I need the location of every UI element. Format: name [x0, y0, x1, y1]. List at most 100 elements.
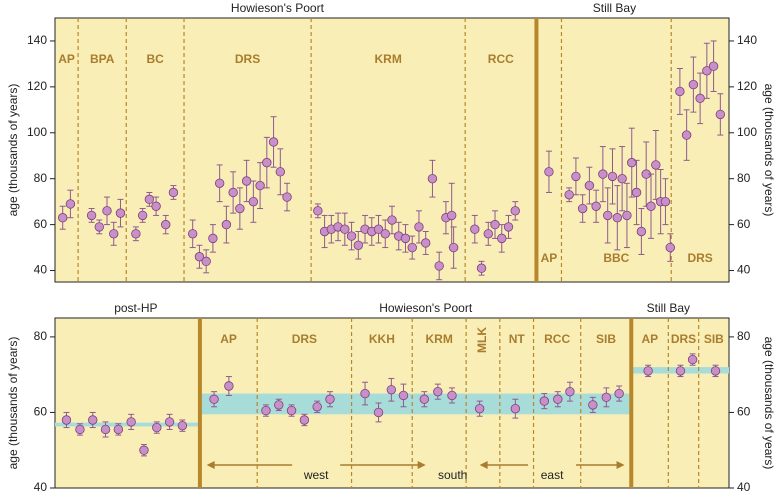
data-point: [407, 242, 417, 253]
top-ytick-label-left: 60: [34, 217, 48, 231]
data-point: [144, 194, 155, 205]
top-site-label-drs: DRS: [687, 251, 712, 265]
top-site-label-ap: AP: [541, 251, 558, 265]
bottom-site-label-drs: DRS: [671, 332, 696, 346]
data-point: [299, 415, 310, 425]
data-point: [100, 424, 111, 435]
data-point: [387, 215, 397, 225]
data-point: [353, 240, 364, 250]
data-point: [151, 201, 161, 211]
data-point: [115, 208, 126, 218]
bottom-site-label-kkh: KKH: [369, 332, 395, 346]
top-site-label-rcc: RCC: [488, 52, 514, 66]
data-point: [421, 238, 431, 248]
data-point: [476, 263, 487, 273]
data-point: [510, 206, 520, 216]
data-point: [168, 187, 179, 198]
data-point: [503, 222, 514, 232]
top-ytick-label-right: 40: [737, 263, 751, 277]
data-point: [588, 400, 598, 410]
data-point: [275, 167, 286, 177]
data-point: [164, 417, 175, 427]
data-point: [571, 171, 581, 182]
top-site-label-ap: AP: [58, 52, 75, 66]
bottom-site-label-ap: AP: [641, 332, 658, 346]
data-point: [380, 229, 390, 239]
data-point: [474, 403, 485, 414]
data-point: [274, 400, 284, 410]
bottom-ytick-label-left: 60: [34, 405, 48, 419]
bottom-ytick-label-left: 80: [34, 329, 48, 343]
bottom-ytick-label-right: 80: [737, 329, 751, 343]
data-point: [631, 187, 642, 198]
data-point: [598, 169, 608, 179]
data-point: [312, 402, 322, 412]
data-point: [675, 366, 686, 376]
bottom-site-label-krm: KRM: [426, 332, 453, 346]
data-point: [268, 137, 279, 147]
data-point: [208, 233, 218, 244]
data-point: [65, 199, 76, 209]
data-point: [228, 187, 238, 198]
top-site-label-krm: KRM: [374, 52, 401, 66]
data-point: [286, 405, 297, 416]
data-point: [434, 261, 444, 271]
data-point: [577, 203, 588, 214]
data-point: [187, 229, 198, 239]
data-point: [137, 210, 148, 221]
data-point: [553, 394, 563, 404]
data-point: [646, 201, 656, 211]
data-point: [675, 86, 685, 97]
data-point: [152, 422, 162, 433]
data-point: [313, 206, 323, 216]
data-point: [660, 196, 671, 207]
top-ytick-label-left: 120: [27, 79, 47, 93]
data-point: [373, 224, 384, 234]
bottom-site-label-drs: DRS: [292, 332, 317, 346]
bottom-site-label-nt: NT: [509, 332, 526, 346]
data-point: [544, 167, 554, 177]
data-point: [86, 210, 97, 221]
top-panel-background: [54, 17, 730, 283]
data-point: [665, 242, 675, 253]
bottom-period-label-1: Howieson's Poort: [379, 301, 473, 315]
top-site-label-bc: BC: [146, 52, 164, 66]
data-point: [564, 190, 574, 200]
bottom-ytick-label-right: 40: [737, 480, 751, 494]
data-point: [539, 396, 550, 406]
top-ytick-label-right: 80: [737, 171, 751, 185]
top-site-label-bbc: BBC: [603, 251, 629, 265]
data-point: [235, 203, 245, 214]
data-point: [214, 178, 225, 188]
data-point: [651, 160, 661, 170]
region-arrowhead-left: [206, 461, 215, 469]
data-point: [688, 79, 699, 90]
top-ylabel-left: age (thousands of years): [6, 84, 20, 217]
data-point: [340, 224, 350, 234]
data-point: [360, 388, 370, 399]
data-point: [446, 210, 457, 221]
top-ytick-label-left: 40: [34, 263, 48, 277]
data-point: [702, 66, 712, 76]
data-point: [261, 405, 271, 416]
region-arrowhead-right: [616, 461, 625, 469]
data-point: [448, 242, 459, 253]
data-point: [470, 224, 480, 234]
region-arrowhead-left: [479, 461, 488, 469]
bottom-ytick-label-left: 40: [34, 480, 48, 494]
top-ytick-label-right: 140: [737, 33, 757, 47]
data-point: [591, 201, 601, 211]
data-point: [483, 229, 493, 239]
top-ytick-label-right: 60: [737, 217, 751, 231]
data-point: [224, 381, 234, 391]
data-point: [94, 222, 104, 232]
bottom-period-label-0: post-HP: [114, 301, 157, 315]
top-ytick-label-right: 100: [737, 125, 757, 139]
data-point: [636, 226, 647, 237]
bottom-period-label-2: Still Bay: [647, 301, 690, 315]
data-point: [346, 231, 357, 241]
data-point: [687, 354, 698, 365]
data-point: [88, 415, 98, 425]
data-point: [109, 229, 119, 239]
